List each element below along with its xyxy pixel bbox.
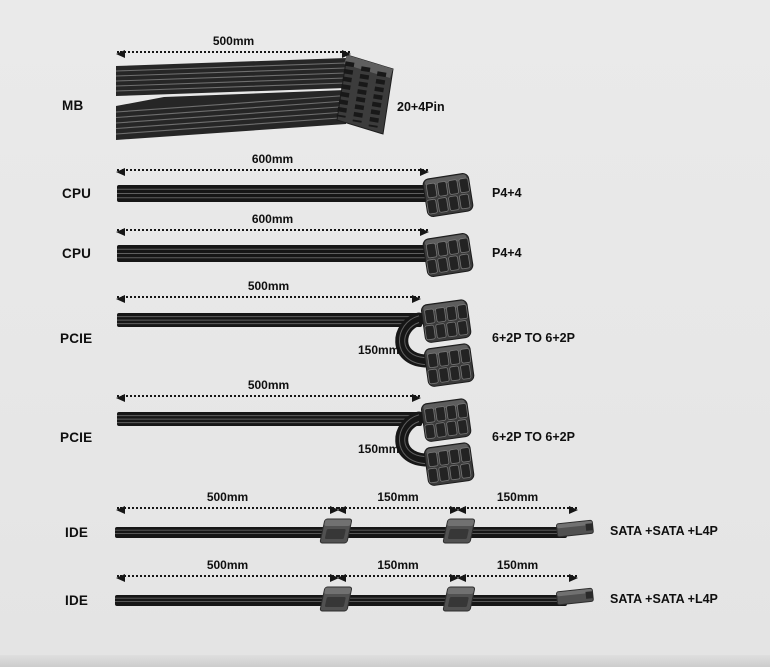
connector-label-mb: 20+4Pin xyxy=(397,100,445,114)
dim-cpu1-600mm: 600mm xyxy=(116,152,429,176)
dim-label: 150mm xyxy=(496,490,539,504)
connector-label-ide-2: SATA +SATA +L4P xyxy=(610,592,718,606)
dim-ide1-500mm: 500mm xyxy=(116,490,339,514)
cpu-cable-1 xyxy=(117,185,430,202)
dim-mb-500mm: 500mm xyxy=(116,34,351,58)
dim-pcie2-branch-150mm: 150mm xyxy=(358,442,400,456)
pcie-connector-6plus2-1b xyxy=(423,342,476,388)
cpu-connector-p4plus4-2 xyxy=(421,232,475,278)
row-label-pcie-1: PCIE xyxy=(60,331,93,346)
sata-connector-2a xyxy=(319,586,353,612)
connector-label-cpu-2: P4+4 xyxy=(492,246,522,260)
dim-label: 500mm xyxy=(206,558,249,572)
sata-connector-1b xyxy=(442,518,476,544)
dim-ide1-150mm-b: 150mm xyxy=(457,490,578,514)
bottom-edge-strip xyxy=(0,655,770,667)
dim-label: 150mm xyxy=(377,490,419,504)
pcie-connector-6plus2-2a xyxy=(420,397,473,443)
dim-ide2-500mm: 500mm xyxy=(116,558,339,582)
sata-connector-2end xyxy=(555,587,594,606)
row-label-ide-2: IDE xyxy=(65,593,89,608)
row-label-cpu-2: CPU xyxy=(62,246,92,261)
connector-label-pcie-2: 6+2P TO 6+2P xyxy=(492,430,575,444)
row-label-ide-1: IDE xyxy=(65,525,89,540)
dim-ide2-150mm-a: 150mm xyxy=(337,558,459,582)
dim-pcie2-500mm: 500mm xyxy=(116,378,421,402)
mb-connector-20plus4pin xyxy=(336,54,394,135)
dim-label: 500mm xyxy=(247,279,290,293)
cpu-connector-p4plus4-1 xyxy=(421,172,475,218)
dim-ide1-150mm-a: 150mm xyxy=(337,490,459,514)
row-label-mb: MB xyxy=(62,98,84,113)
dim-ide2-150mm-b: 150mm xyxy=(457,558,578,582)
connector-label-ide-1: SATA +SATA +L4P xyxy=(610,524,718,538)
sata-connector-1a xyxy=(319,518,353,544)
dim-label: 150mm xyxy=(496,558,539,572)
pcie-cable-2 xyxy=(117,411,432,467)
dim-label: 500mm xyxy=(206,490,249,504)
dim-label: 500mm xyxy=(212,34,255,48)
row-label-cpu-1: CPU xyxy=(62,186,92,201)
dim-cpu2-600mm: 600mm xyxy=(116,212,429,236)
cpu-cable-2 xyxy=(117,245,430,262)
sata-connector-2b xyxy=(442,586,476,612)
dim-label: 500mm xyxy=(247,378,290,392)
mb-cable xyxy=(115,58,347,140)
pcie-cable-1 xyxy=(117,312,432,368)
connector-label-pcie-1: 6+2P TO 6+2P xyxy=(492,331,575,345)
dim-label: 600mm xyxy=(251,212,294,226)
dim-label: 150mm xyxy=(377,558,419,572)
connector-label-cpu-1: P4+4 xyxy=(492,186,522,200)
dim-label: 600mm xyxy=(251,152,294,166)
dim-pcie1-500mm: 500mm xyxy=(116,279,421,303)
pcie-connector-6plus2-1a xyxy=(420,298,473,344)
pcie-connector-6plus2-2b xyxy=(423,441,476,487)
row-label-pcie-2: PCIE xyxy=(60,430,93,445)
dim-pcie1-branch-150mm: 150mm xyxy=(358,343,400,357)
sata-connector-1end xyxy=(555,519,594,538)
